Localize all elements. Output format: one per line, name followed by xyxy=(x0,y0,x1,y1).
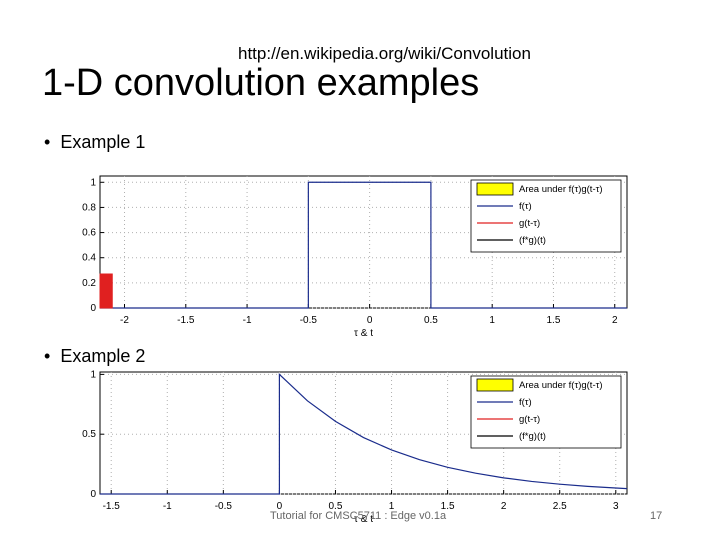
x-tick-label: -0.5 xyxy=(215,501,233,512)
x-axis-label: τ & t xyxy=(354,328,373,339)
bullet-example-1-label: Example 1 xyxy=(60,132,146,152)
x-tick-label: -1 xyxy=(163,501,172,512)
y-tick-label: 0 xyxy=(90,489,96,500)
x-tick-label: 0.5 xyxy=(329,501,343,512)
x-tick-label: 2 xyxy=(501,501,507,512)
x-tick-label: -0.5 xyxy=(300,315,318,326)
x-tick-label: -1 xyxy=(243,315,252,326)
y-tick-label: 0.2 xyxy=(82,278,96,289)
x-tick-label: 1 xyxy=(389,501,395,512)
y-tick-label: 0.8 xyxy=(82,202,96,213)
x-tick-label: 1.5 xyxy=(547,315,561,326)
x-tick-label: -2 xyxy=(120,315,129,326)
legend-entry: Area under f(τ)g(t-τ) xyxy=(519,184,603,195)
legend-entry: Area under f(τ)g(t-τ) xyxy=(519,380,603,391)
x-tick-label: 2.5 xyxy=(553,501,567,512)
legend-swatch-area xyxy=(476,378,514,392)
x-tick-label: 2 xyxy=(612,315,618,326)
bullet-dot: • xyxy=(44,132,61,152)
x-axis-label: τ & t xyxy=(354,514,373,525)
legend-entry: g(t-τ) xyxy=(519,414,540,425)
bullet-example-2-label: Example 2 xyxy=(60,346,146,366)
legend-entry: f(τ) xyxy=(519,397,532,408)
x-tick-label: 1 xyxy=(489,315,495,326)
chart-example-1: -2 -1.5 -1 -0.5 0 0.5 1 1.5 2 0 0.2 0.4 0.6 0.8 1 τ & t… xyxy=(82,175,628,339)
legend-swatch-area xyxy=(476,182,514,196)
y-tick-label: 1 xyxy=(90,369,96,380)
x-tick-label: 0 xyxy=(277,501,283,512)
x-tick-label: 1.5 xyxy=(441,501,455,512)
y-tick-label: 0 xyxy=(90,303,96,314)
x-tick-label: 0 xyxy=(367,315,373,326)
x-tick-label: 0.5 xyxy=(424,315,438,326)
series-f xyxy=(100,181,627,309)
slide-footer: Tutorial for CMSC5711 : Edge v0.1a xyxy=(270,510,447,522)
slide-title: 1-D convolution examples xyxy=(42,62,480,104)
series-f xyxy=(100,373,628,495)
legend-entry: g(t-τ) xyxy=(519,218,540,229)
chart-example-2: -1.5 -1 -0.5 0 0.5 1 1.5 2 2.5 3 0 0.5 1 τ & t Area un… xyxy=(82,369,628,525)
y-tick-label: 0.6 xyxy=(82,228,96,239)
bullet-dot: • xyxy=(44,346,61,366)
legend-entry: f(τ) xyxy=(519,201,532,212)
y-tick-label: 0.4 xyxy=(82,253,96,264)
bullet-example-2: • Example 2 xyxy=(44,346,145,367)
legend-entry: (f*g)(t) xyxy=(519,431,546,442)
page-number: 17 xyxy=(650,510,663,522)
x-tick-label: -1.5 xyxy=(177,315,195,326)
y-tick-label: 1 xyxy=(90,177,96,188)
source-url: http://en.wikipedia.org/wiki/Convolution xyxy=(238,44,531,63)
y-tick-label: 0.5 xyxy=(82,429,96,440)
x-tick-label: -1.5 xyxy=(103,501,121,512)
series-g xyxy=(99,273,113,309)
bullet-example-1: • Example 1 xyxy=(44,132,145,153)
legend-entry: (f*g)(t) xyxy=(519,235,546,246)
x-tick-label: 3 xyxy=(613,501,619,512)
